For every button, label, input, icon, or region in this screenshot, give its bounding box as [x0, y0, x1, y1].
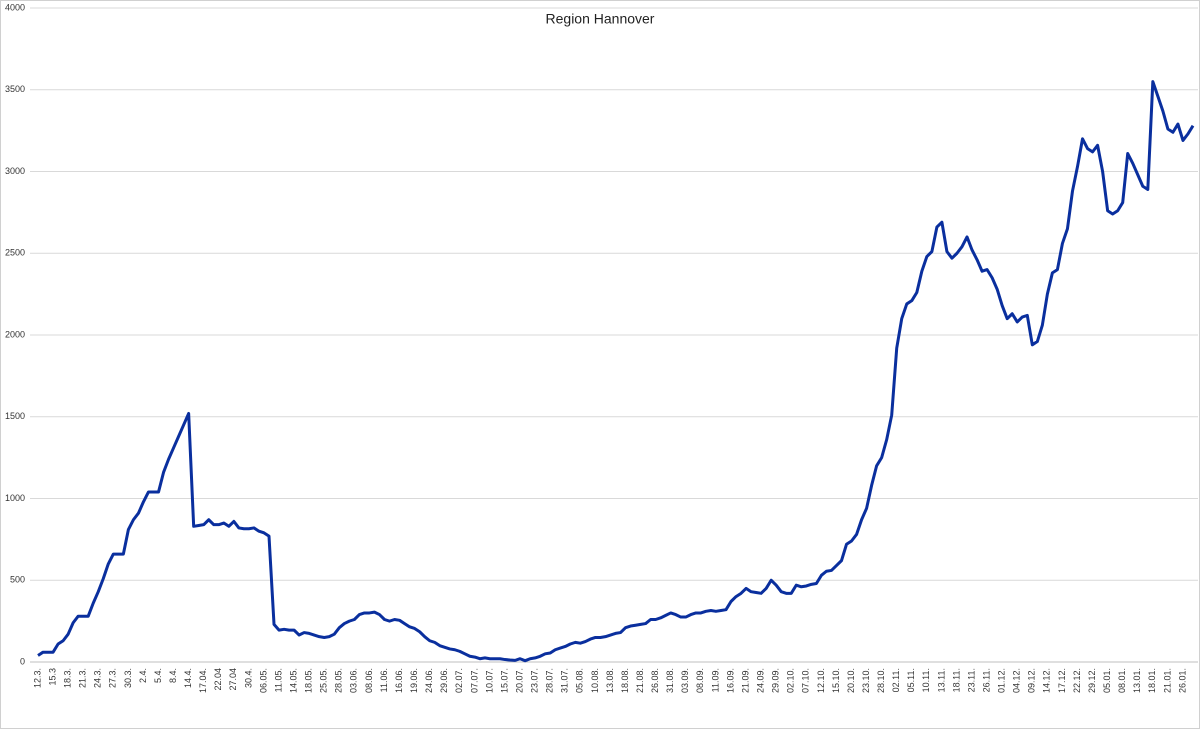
- x-tick-label: 5.4.: [153, 668, 163, 683]
- x-tick-label: 18.01.: [1147, 668, 1157, 693]
- x-tick-label: 23.11.: [966, 668, 976, 692]
- x-tick-label: 15.3: [47, 668, 57, 686]
- x-tick-label: 18.11.: [951, 668, 961, 692]
- x-tick-label: 26.08.: [650, 668, 660, 693]
- x-tick-label: 13.08.: [605, 668, 615, 693]
- x-tick-label: 22.04: [213, 668, 223, 691]
- x-tick-label: 31.08.: [665, 668, 675, 693]
- x-tick-label: 05.01.: [1102, 668, 1112, 693]
- x-tick-label: 14.4.: [183, 668, 193, 688]
- x-tick-label: 26.11.: [981, 668, 991, 692]
- x-tick-label: 21.01.: [1162, 668, 1172, 693]
- y-tick-label: 0: [20, 656, 25, 666]
- x-tick-label: 19.06.: [409, 668, 419, 693]
- y-tick-label: 3000: [5, 166, 25, 176]
- x-tick-label: 20.07.: [514, 668, 524, 693]
- x-tick-label: 08.01.: [1117, 668, 1127, 693]
- x-tick-label: 27.04: [228, 668, 238, 691]
- x-tick-label: 16.09.: [725, 668, 735, 693]
- x-tick-label: 03.06.: [349, 668, 359, 693]
- x-tick-label: 24.3.: [93, 668, 103, 688]
- y-tick-label: 2500: [5, 248, 25, 258]
- x-tick-label: 10.11.: [921, 668, 931, 692]
- x-tick-label: 29.06.: [439, 668, 449, 693]
- y-tick-label: 3500: [5, 84, 25, 94]
- x-tick-label: 26.01.: [1177, 668, 1187, 693]
- x-tick-label: 11.09.: [710, 668, 720, 692]
- x-tick-label: 24.09.: [756, 668, 766, 693]
- x-tick-label: 02.07.: [454, 668, 464, 693]
- x-tick-label: 13.11.: [936, 668, 946, 692]
- x-tick-label: 11.06.: [379, 668, 389, 692]
- x-tick-label: 16.06.: [394, 668, 404, 693]
- x-tick-label: 02.11.: [891, 668, 901, 692]
- x-tick-label: 28.10.: [876, 668, 886, 693]
- x-tick-label: 08.06.: [364, 668, 374, 693]
- x-tick-label: 31.07.: [560, 668, 570, 693]
- y-tick-label: 4000: [5, 2, 25, 12]
- x-tick-label: 09.12.: [1027, 668, 1037, 693]
- x-tick-label: 21.09.: [740, 668, 750, 693]
- x-tick-label: 30.4.: [243, 668, 253, 688]
- x-tick-label: 12.3.: [32, 668, 42, 688]
- x-tick-label: 22.12.: [1072, 668, 1082, 693]
- x-tick-label: 29.12.: [1087, 668, 1097, 693]
- x-tick-label: 06.05.: [258, 668, 268, 693]
- x-tick-label: 12.10.: [816, 668, 826, 693]
- y-tick-label: 1500: [5, 411, 25, 421]
- x-tick-label: 24.06.: [424, 668, 434, 693]
- x-tick-label: 2.4.: [138, 668, 148, 683]
- y-tick-label: 2000: [5, 329, 25, 339]
- x-tick-label: 21.3.: [78, 668, 88, 688]
- x-tick-label: 18.08.: [620, 668, 630, 693]
- x-tick-label: 28.07.: [545, 668, 555, 693]
- x-tick-label: 28.05.: [334, 668, 344, 693]
- x-tick-label: 07.10.: [801, 668, 811, 693]
- y-tick-label: 1000: [5, 493, 25, 503]
- x-tick-label: 8.4.: [168, 668, 178, 683]
- x-tick-label: 14.05.: [288, 668, 298, 693]
- x-tick-label: 27.3.: [108, 668, 118, 688]
- x-tick-label: 10.08.: [590, 668, 600, 693]
- x-tick-label: 23.07.: [530, 668, 540, 693]
- x-tick-label: 20.10.: [846, 668, 856, 693]
- x-tick-label: 04.12.: [1012, 668, 1022, 693]
- y-tick-label: 500: [10, 575, 25, 585]
- x-tick-label: 01.12.: [997, 668, 1007, 693]
- x-tick-label: 18.05.: [304, 668, 314, 693]
- x-tick-label: 17.04.: [198, 668, 208, 693]
- x-tick-label: 05.11.: [906, 668, 916, 692]
- x-tick-label: 13.01.: [1132, 668, 1142, 693]
- x-tick-label: 25.05.: [319, 668, 329, 693]
- x-tick-label: 05.08.: [575, 668, 585, 693]
- x-tick-label: 30.3.: [123, 668, 133, 688]
- x-tick-label: 08.09.: [695, 668, 705, 693]
- x-tick-label: 21.08.: [635, 668, 645, 693]
- x-tick-label: 11.05.: [273, 668, 283, 692]
- x-tick-label: 03.09.: [680, 668, 690, 693]
- x-tick-label: 10.07.: [484, 668, 494, 693]
- x-tick-label: 02.10.: [786, 668, 796, 693]
- x-tick-label: 29.09.: [771, 668, 781, 693]
- x-tick-label: 15.07.: [499, 668, 509, 693]
- x-tick-label: 07.07.: [469, 668, 479, 693]
- x-tick-label: 15.10.: [831, 668, 841, 693]
- x-tick-label: 14.12.: [1042, 668, 1052, 693]
- chart-title: Region Hannover: [546, 11, 655, 27]
- x-tick-label: 17.12.: [1057, 668, 1067, 693]
- x-tick-label: 18.3.: [63, 668, 73, 688]
- x-tick-label: 23.10.: [861, 668, 871, 693]
- data-line: [37, 80, 1195, 663]
